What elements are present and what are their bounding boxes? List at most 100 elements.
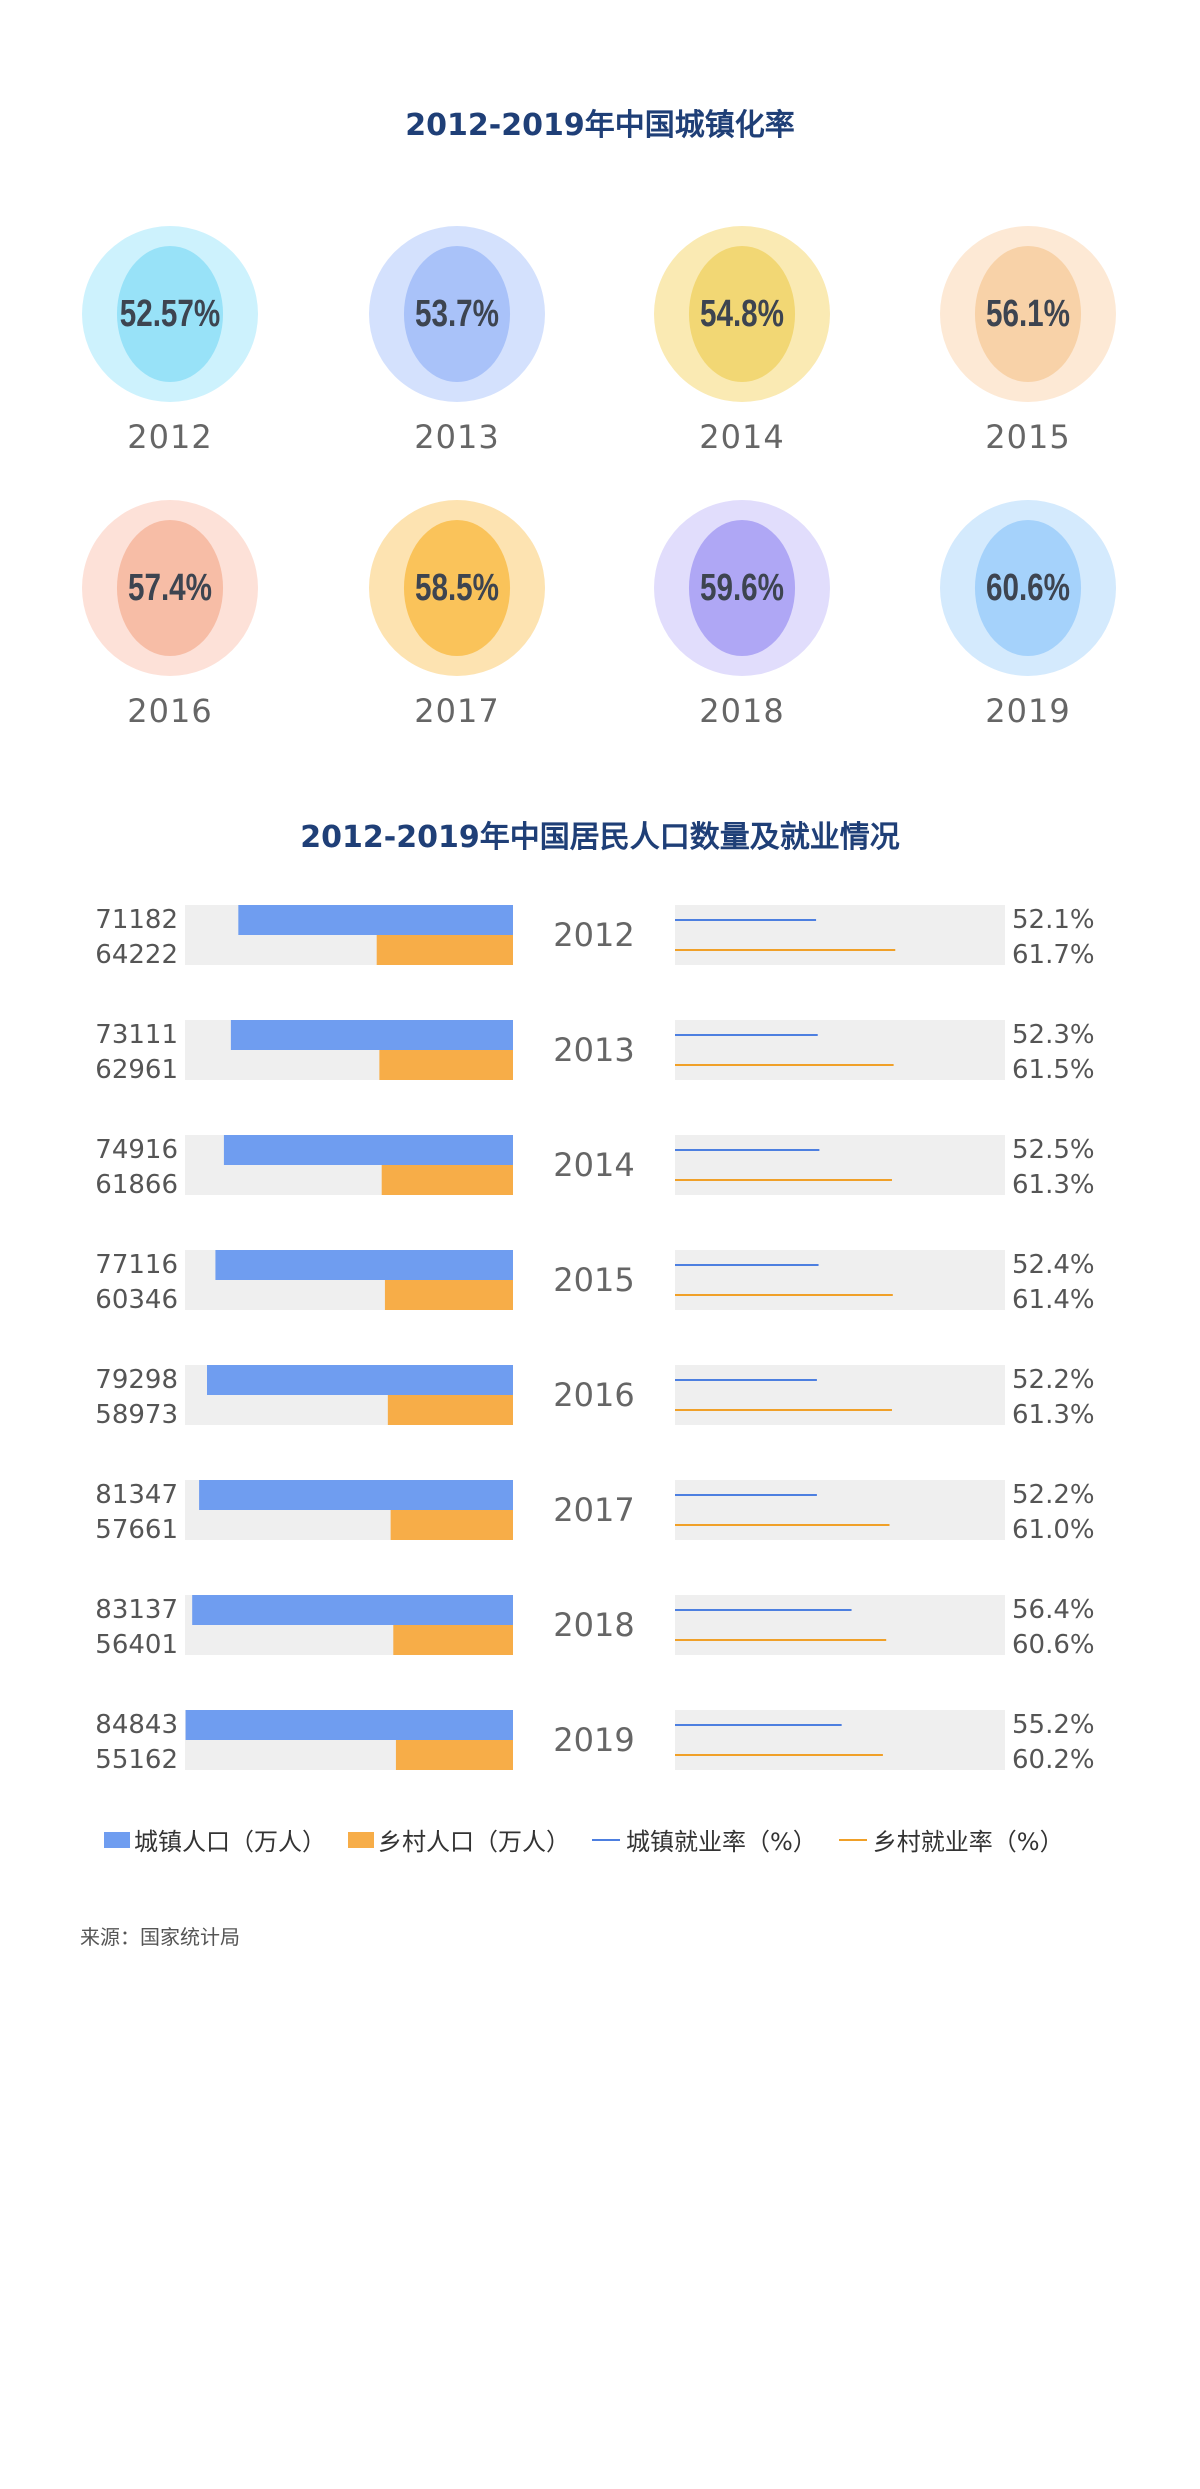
rural-rate-label: 61.5% bbox=[1012, 1055, 1095, 1085]
rural-pop-label: 64222 bbox=[95, 940, 178, 970]
rate-circle-2018: 59.6% 2018 bbox=[647, 500, 837, 730]
rural-pop-bar bbox=[390, 1510, 513, 1540]
rural-pop-label: 58973 bbox=[95, 1400, 178, 1430]
rate-year: 2013 bbox=[414, 418, 500, 456]
rate-year: 2019 bbox=[985, 692, 1071, 730]
urban-rate-label: 52.5% bbox=[1012, 1135, 1095, 1165]
legend-label: 城镇就业率（%） bbox=[626, 1828, 817, 1856]
rate-value: 59.6% bbox=[688, 520, 796, 656]
legend-label: 城镇人口（万人） bbox=[134, 1828, 326, 1856]
rate-track bbox=[675, 1595, 1005, 1655]
chart-legend: 城镇人口（万人） 乡村人口（万人） 城镇就业率（%） 乡村就业率（%） bbox=[104, 1822, 1086, 1857]
rural-pop-label: 57661 bbox=[95, 1515, 178, 1545]
circle-outer-ring: 52.57% bbox=[82, 226, 258, 402]
circle-outer-ring: 59.6% bbox=[654, 500, 830, 676]
legend-rural-rate: 乡村就业率（%） bbox=[838, 1822, 1064, 1857]
urban-pop-bar bbox=[215, 1250, 513, 1280]
rural-rate-label: 61.4% bbox=[1012, 1285, 1095, 1315]
urban-pop-bar bbox=[230, 1020, 513, 1050]
urban-rate-label: 55.2% bbox=[1012, 1710, 1095, 1740]
rural-pop-label: 62961 bbox=[95, 1055, 178, 1085]
rural-pop-label: 60346 bbox=[95, 1285, 178, 1315]
rate-year: 2017 bbox=[414, 692, 500, 730]
rate-year: 2014 bbox=[699, 418, 785, 456]
rate-year: 2012 bbox=[127, 418, 213, 456]
rural-pop-bar bbox=[384, 1280, 513, 1310]
legend-swatch bbox=[348, 1831, 374, 1848]
rate-track bbox=[675, 1365, 1005, 1425]
population-chart-title: 2012-2019年中国居民人口数量及就业情况 bbox=[300, 820, 900, 855]
urban-pop-bar bbox=[207, 1365, 514, 1395]
urban-rate-label: 52.2% bbox=[1012, 1480, 1095, 1510]
rural-pop-bar bbox=[387, 1395, 513, 1425]
urban-pop-label: 81347 bbox=[95, 1480, 178, 1510]
circle-outer-ring: 54.8% bbox=[654, 226, 830, 402]
urban-rate-label: 56.4% bbox=[1012, 1595, 1095, 1625]
rural-pop-bar bbox=[393, 1625, 513, 1655]
urban-pop-bar bbox=[238, 905, 513, 935]
legend-urban-rate: 城镇就业率（%） bbox=[592, 1822, 817, 1857]
circle-outer-ring: 57.4% bbox=[82, 500, 258, 676]
rate-year: 2015 bbox=[985, 418, 1071, 456]
legend-urban-pop: 城镇人口（万人） bbox=[104, 1822, 326, 1857]
population-employment-chart: 71182 64222 2012 52.1% 61.7% 73111 62961 2013 52… bbox=[95, 905, 1095, 1775]
circle-outer-ring: 60.6% bbox=[940, 500, 1116, 676]
year-label: 2016 bbox=[553, 1376, 634, 1414]
rate-circle-2016: 57.4% 2016 bbox=[75, 500, 265, 730]
legend-rural-pop: 乡村人口（万人） bbox=[348, 1822, 570, 1857]
rate-track bbox=[675, 1710, 1005, 1770]
urban-pop-label: 83137 bbox=[95, 1595, 178, 1625]
rate-value: 57.4% bbox=[116, 520, 224, 656]
urban-pop-label: 79298 bbox=[95, 1365, 178, 1395]
urban-pop-bar bbox=[199, 1480, 513, 1510]
circle-outer-ring: 56.1% bbox=[940, 226, 1116, 402]
legend-label: 乡村人口（万人） bbox=[378, 1828, 570, 1856]
year-label: 2013 bbox=[553, 1031, 634, 1069]
urban-rate-label: 52.2% bbox=[1012, 1365, 1095, 1395]
rural-rate-label: 60.6% bbox=[1012, 1630, 1095, 1660]
urban-pop-bar bbox=[192, 1595, 513, 1625]
rate-value: 56.1% bbox=[974, 246, 1082, 382]
rate-track bbox=[675, 1020, 1005, 1080]
rate-track bbox=[675, 1250, 1005, 1310]
rate-value: 52.57% bbox=[116, 246, 224, 382]
rural-rate-label: 61.0% bbox=[1012, 1515, 1095, 1545]
urban-rate-label: 52.1% bbox=[1012, 905, 1095, 935]
rate-value: 53.7% bbox=[403, 246, 511, 382]
year-label: 2012 bbox=[553, 916, 634, 954]
rate-value: 58.5% bbox=[403, 520, 511, 656]
urbanization-rate-title: 2012-2019年中国城镇化率 bbox=[405, 108, 795, 143]
urban-pop-label: 71182 bbox=[95, 905, 178, 935]
legend-label: 乡村就业率（%） bbox=[872, 1828, 1064, 1856]
urban-pop-bar bbox=[223, 1135, 514, 1165]
legend-swatch bbox=[104, 1831, 130, 1848]
rural-rate-label: 60.2% bbox=[1012, 1745, 1095, 1775]
circle-outer-ring: 53.7% bbox=[369, 226, 545, 402]
rate-track bbox=[675, 905, 1005, 965]
rate-year: 2018 bbox=[699, 692, 785, 730]
year-label: 2018 bbox=[553, 1606, 634, 1644]
urban-pop-label: 77116 bbox=[95, 1250, 178, 1280]
rate-circle-2017: 58.5% 2017 bbox=[362, 500, 552, 730]
urban-pop-label: 73111 bbox=[95, 1020, 178, 1050]
rural-pop-bar bbox=[395, 1740, 513, 1770]
circle-outer-ring: 58.5% bbox=[369, 500, 545, 676]
urban-rate-label: 52.3% bbox=[1012, 1020, 1095, 1050]
urban-pop-label: 74916 bbox=[95, 1135, 178, 1165]
urban-rate-label: 52.4% bbox=[1012, 1250, 1095, 1280]
rural-pop-bar bbox=[379, 1050, 513, 1080]
rate-year: 2016 bbox=[127, 692, 213, 730]
urban-pop-bar bbox=[185, 1710, 513, 1740]
rural-rate-label: 61.3% bbox=[1012, 1400, 1095, 1430]
rate-circle-2015: 56.1% 2015 bbox=[933, 226, 1123, 456]
urban-pop-label: 84843 bbox=[95, 1710, 178, 1740]
rural-pop-label: 55162 bbox=[95, 1745, 178, 1775]
legend-swatch bbox=[838, 1838, 867, 1841]
rural-pop-label: 56401 bbox=[95, 1630, 178, 1660]
legend-swatch bbox=[592, 1838, 620, 1841]
rate-track bbox=[675, 1135, 1005, 1195]
rural-pop-bar bbox=[381, 1165, 513, 1195]
rural-pop-bar bbox=[376, 935, 513, 965]
rural-rate-label: 61.3% bbox=[1012, 1170, 1095, 1200]
rate-circle-2013: 53.7% 2013 bbox=[362, 226, 552, 456]
